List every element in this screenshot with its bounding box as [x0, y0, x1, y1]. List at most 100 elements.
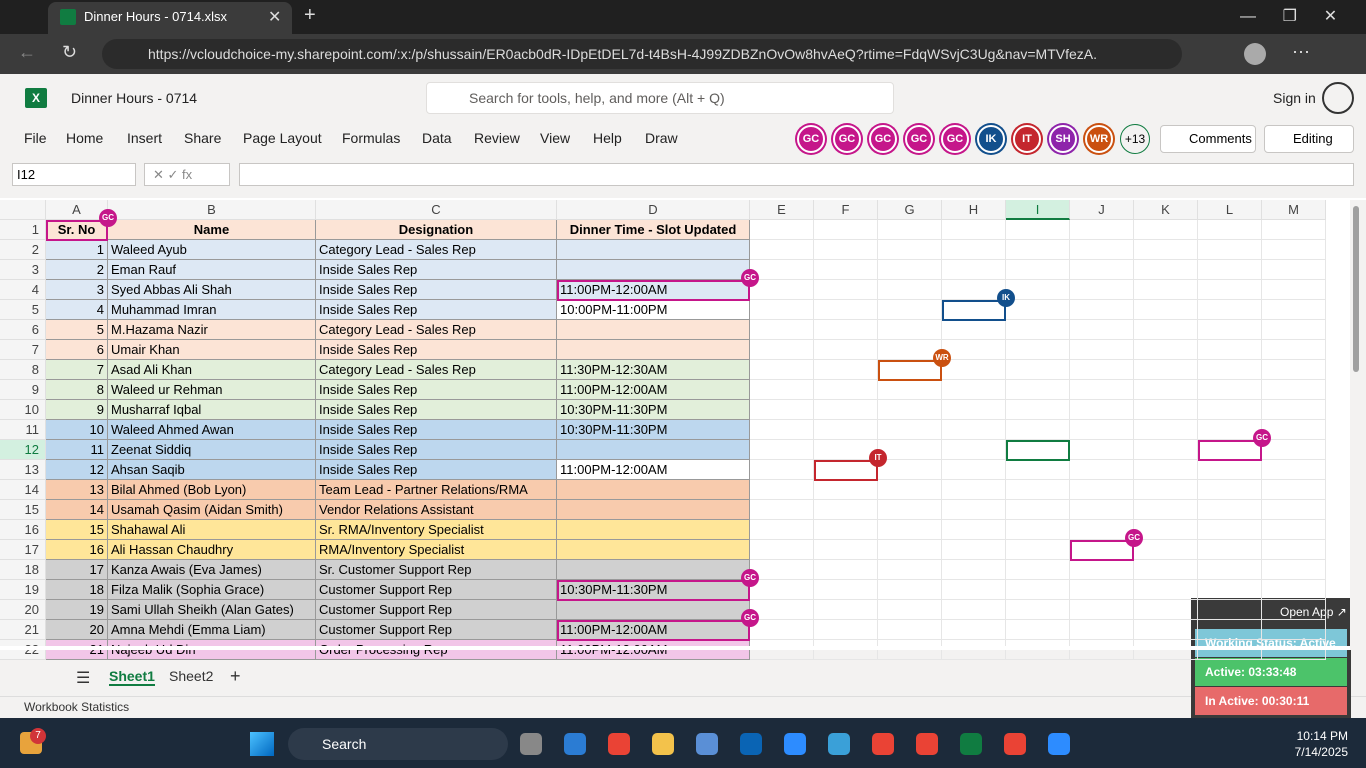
account-icon[interactable]: [1322, 82, 1354, 114]
profile[interactable]: [1244, 43, 1266, 65]
menu-item[interactable]: Data: [422, 130, 452, 146]
presence-avatar[interactable]: WR: [1085, 125, 1113, 153]
editing[interactable]: Editing: [1264, 125, 1354, 153]
table-cell: 2: [46, 260, 108, 280]
menu[interactable]: ⋯: [1292, 42, 1310, 62]
cell: [1134, 480, 1198, 500]
taskbar-app[interactable]: [652, 733, 674, 755]
menu-item[interactable]: Formulas: [342, 130, 401, 146]
presence-avatar[interactable]: GC: [905, 125, 933, 153]
cell: [1006, 320, 1070, 340]
tab-title: Dinner Hours - 0714.xlsx: [84, 9, 228, 24]
search-box[interactable]: [426, 82, 894, 114]
table-cell: 9: [46, 400, 108, 420]
taskbar-app[interactable]: [872, 733, 894, 755]
address-bar[interactable]: [102, 39, 1182, 69]
cell: [1134, 580, 1198, 600]
doc-title[interactable]: Dinner Hours - 0714: [71, 90, 198, 106]
presence-avatar[interactable]: IT: [1013, 125, 1041, 153]
cell: [1134, 260, 1198, 280]
table-cell: [557, 560, 750, 580]
v-scroll-thumb[interactable]: [1353, 206, 1359, 372]
name-box[interactable]: I12: [12, 163, 136, 186]
cell: [1262, 220, 1326, 240]
sheet-tab[interactable]: Sheet1: [109, 668, 155, 686]
row-header: 1: [0, 220, 46, 240]
column-header: C: [316, 200, 557, 220]
menu-item[interactable]: Insert: [127, 130, 163, 146]
menu-item[interactable]: Help: [593, 130, 622, 146]
cell: [878, 440, 942, 460]
status-bar: [0, 696, 1366, 718]
add-sheet[interactable]: +: [230, 666, 241, 686]
open-app[interactable]: Open App ↗: [1280, 605, 1347, 619]
formula-icons[interactable]: ✕ ✓ fx: [144, 163, 230, 186]
sheet-tab[interactable]: Sheet2: [169, 668, 214, 684]
presence-avatar[interactable]: GC: [797, 125, 825, 153]
column-header: B: [108, 200, 316, 220]
back[interactable]: ←: [18, 42, 36, 62]
sheet-list[interactable]: ☰: [76, 670, 91, 687]
taskbar-app[interactable]: [696, 733, 718, 755]
table-cell: 1: [46, 240, 108, 260]
presence-avatar[interactable]: IK: [977, 125, 1005, 153]
presence-avatar[interactable]: SH: [1049, 125, 1077, 153]
cell: [1134, 240, 1198, 260]
menu-item[interactable]: Home: [66, 130, 104, 146]
tab[interactable]: [48, 2, 292, 34]
presence-avatar[interactable]: GC: [833, 125, 861, 153]
cell: [878, 300, 942, 320]
cell: [942, 360, 1006, 380]
menu-item[interactable]: File: [24, 130, 47, 146]
column-header: J: [1070, 200, 1134, 220]
table-cell: Waleed Ayub: [108, 240, 316, 260]
window-controls[interactable]: — ❐ ✕: [1240, 8, 1338, 25]
tab-close[interactable]: ✕: [268, 9, 282, 26]
cell: [1134, 500, 1198, 520]
taskbar-app[interactable]: [960, 733, 982, 755]
taskbar-app[interactable]: [564, 733, 586, 755]
comments[interactable]: Comments: [1160, 125, 1256, 153]
taskbar-app[interactable]: [520, 733, 542, 755]
taskbar-app[interactable]: [828, 733, 850, 755]
table-cell: Usamah Qasim (Aidan Smith): [108, 500, 316, 520]
menu-item[interactable]: Share: [184, 130, 222, 146]
taskbar-app[interactable]: [1048, 733, 1070, 755]
menu-item[interactable]: Page Layout: [243, 130, 322, 146]
presence-avatar[interactable]: GC: [869, 125, 897, 153]
start[interactable]: [250, 732, 274, 756]
cell: [942, 260, 1006, 280]
taskbar-app[interactable]: [608, 733, 630, 755]
sign-in[interactable]: Sign in: [1273, 90, 1316, 106]
cell: [814, 260, 878, 280]
menu-item[interactable]: Draw: [645, 130, 678, 146]
table-cell: Syed Abbas Ali Shah: [108, 280, 316, 300]
more-users[interactable]: +13: [1120, 124, 1150, 154]
table-cell: Order Processing Rep: [316, 640, 557, 660]
menu-item[interactable]: Review: [474, 130, 520, 146]
cell: [1198, 540, 1262, 560]
taskbar-app[interactable]: [916, 733, 938, 755]
table-cell: [557, 240, 750, 260]
table-cell: 12: [46, 460, 108, 480]
formula-input[interactable]: [239, 163, 1354, 186]
cell: [1070, 400, 1134, 420]
menu-item[interactable]: View: [540, 130, 571, 146]
table-cell: 8: [46, 380, 108, 400]
avatar-label: GC: [874, 133, 892, 145]
taskbar-search[interactable]: Search: [288, 728, 508, 760]
collab-selection: [1198, 440, 1262, 461]
refresh[interactable]: ↻: [62, 42, 78, 62]
cell: [1198, 480, 1262, 500]
presence-avatar[interactable]: GC: [941, 125, 969, 153]
cell: [1070, 600, 1134, 620]
new-tab[interactable]: +: [304, 4, 316, 26]
taskbar-app[interactable]: [740, 733, 762, 755]
excel-logo[interactable]: X: [25, 88, 47, 108]
taskbar-app[interactable]: [1004, 733, 1026, 755]
status-text[interactable]: Workbook Statistics: [24, 700, 130, 714]
avatar-label: GC: [838, 133, 856, 145]
cell: [1134, 220, 1198, 240]
taskbar-app[interactable]: [784, 733, 806, 755]
row-header: 15: [0, 500, 46, 520]
